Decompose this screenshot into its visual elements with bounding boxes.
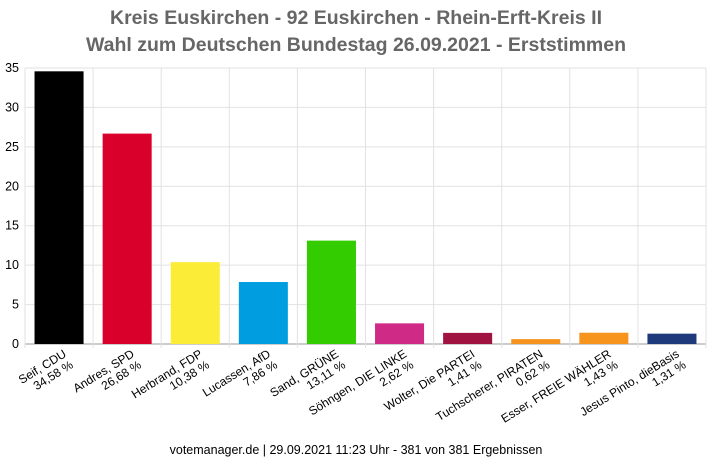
- bar-8: [511, 339, 561, 344]
- bar-5: [306, 240, 356, 344]
- bar-1: [34, 71, 84, 344]
- y-tick-label: 10: [5, 258, 19, 272]
- y-axis-ticks: 0 5 10 15 20 25 30 35: [5, 61, 19, 351]
- y-tick-label: 30: [5, 100, 19, 114]
- chart-title-line-1: Kreis Euskirchen - 92 Euskirchen - Rhein…: [110, 7, 602, 29]
- bar-4: [238, 282, 288, 344]
- y-tick-label: 25: [5, 140, 19, 154]
- chart-title-line-2: Wahl zum Deutschen Bundestag 26.09.2021 …: [85, 34, 627, 56]
- y-tick-label: 20: [5, 179, 19, 193]
- bar-3: [170, 262, 220, 344]
- bar-9: [579, 332, 629, 344]
- bar-7: [443, 332, 493, 344]
- bar-6: [375, 323, 425, 344]
- bar-2: [102, 133, 152, 344]
- y-tick-label: 35: [5, 61, 19, 75]
- y-tick-label: 15: [5, 219, 19, 233]
- y-tick-label: 0: [12, 337, 19, 351]
- bars: [34, 71, 697, 344]
- footer-source: votemanager.de | 29.09.2021 11:23 Uhr - …: [169, 443, 543, 457]
- y-tick-label: 5: [12, 298, 19, 312]
- bar-10: [647, 333, 697, 344]
- x-tick-label: Esser, FREIE WÄHLER: [499, 347, 614, 426]
